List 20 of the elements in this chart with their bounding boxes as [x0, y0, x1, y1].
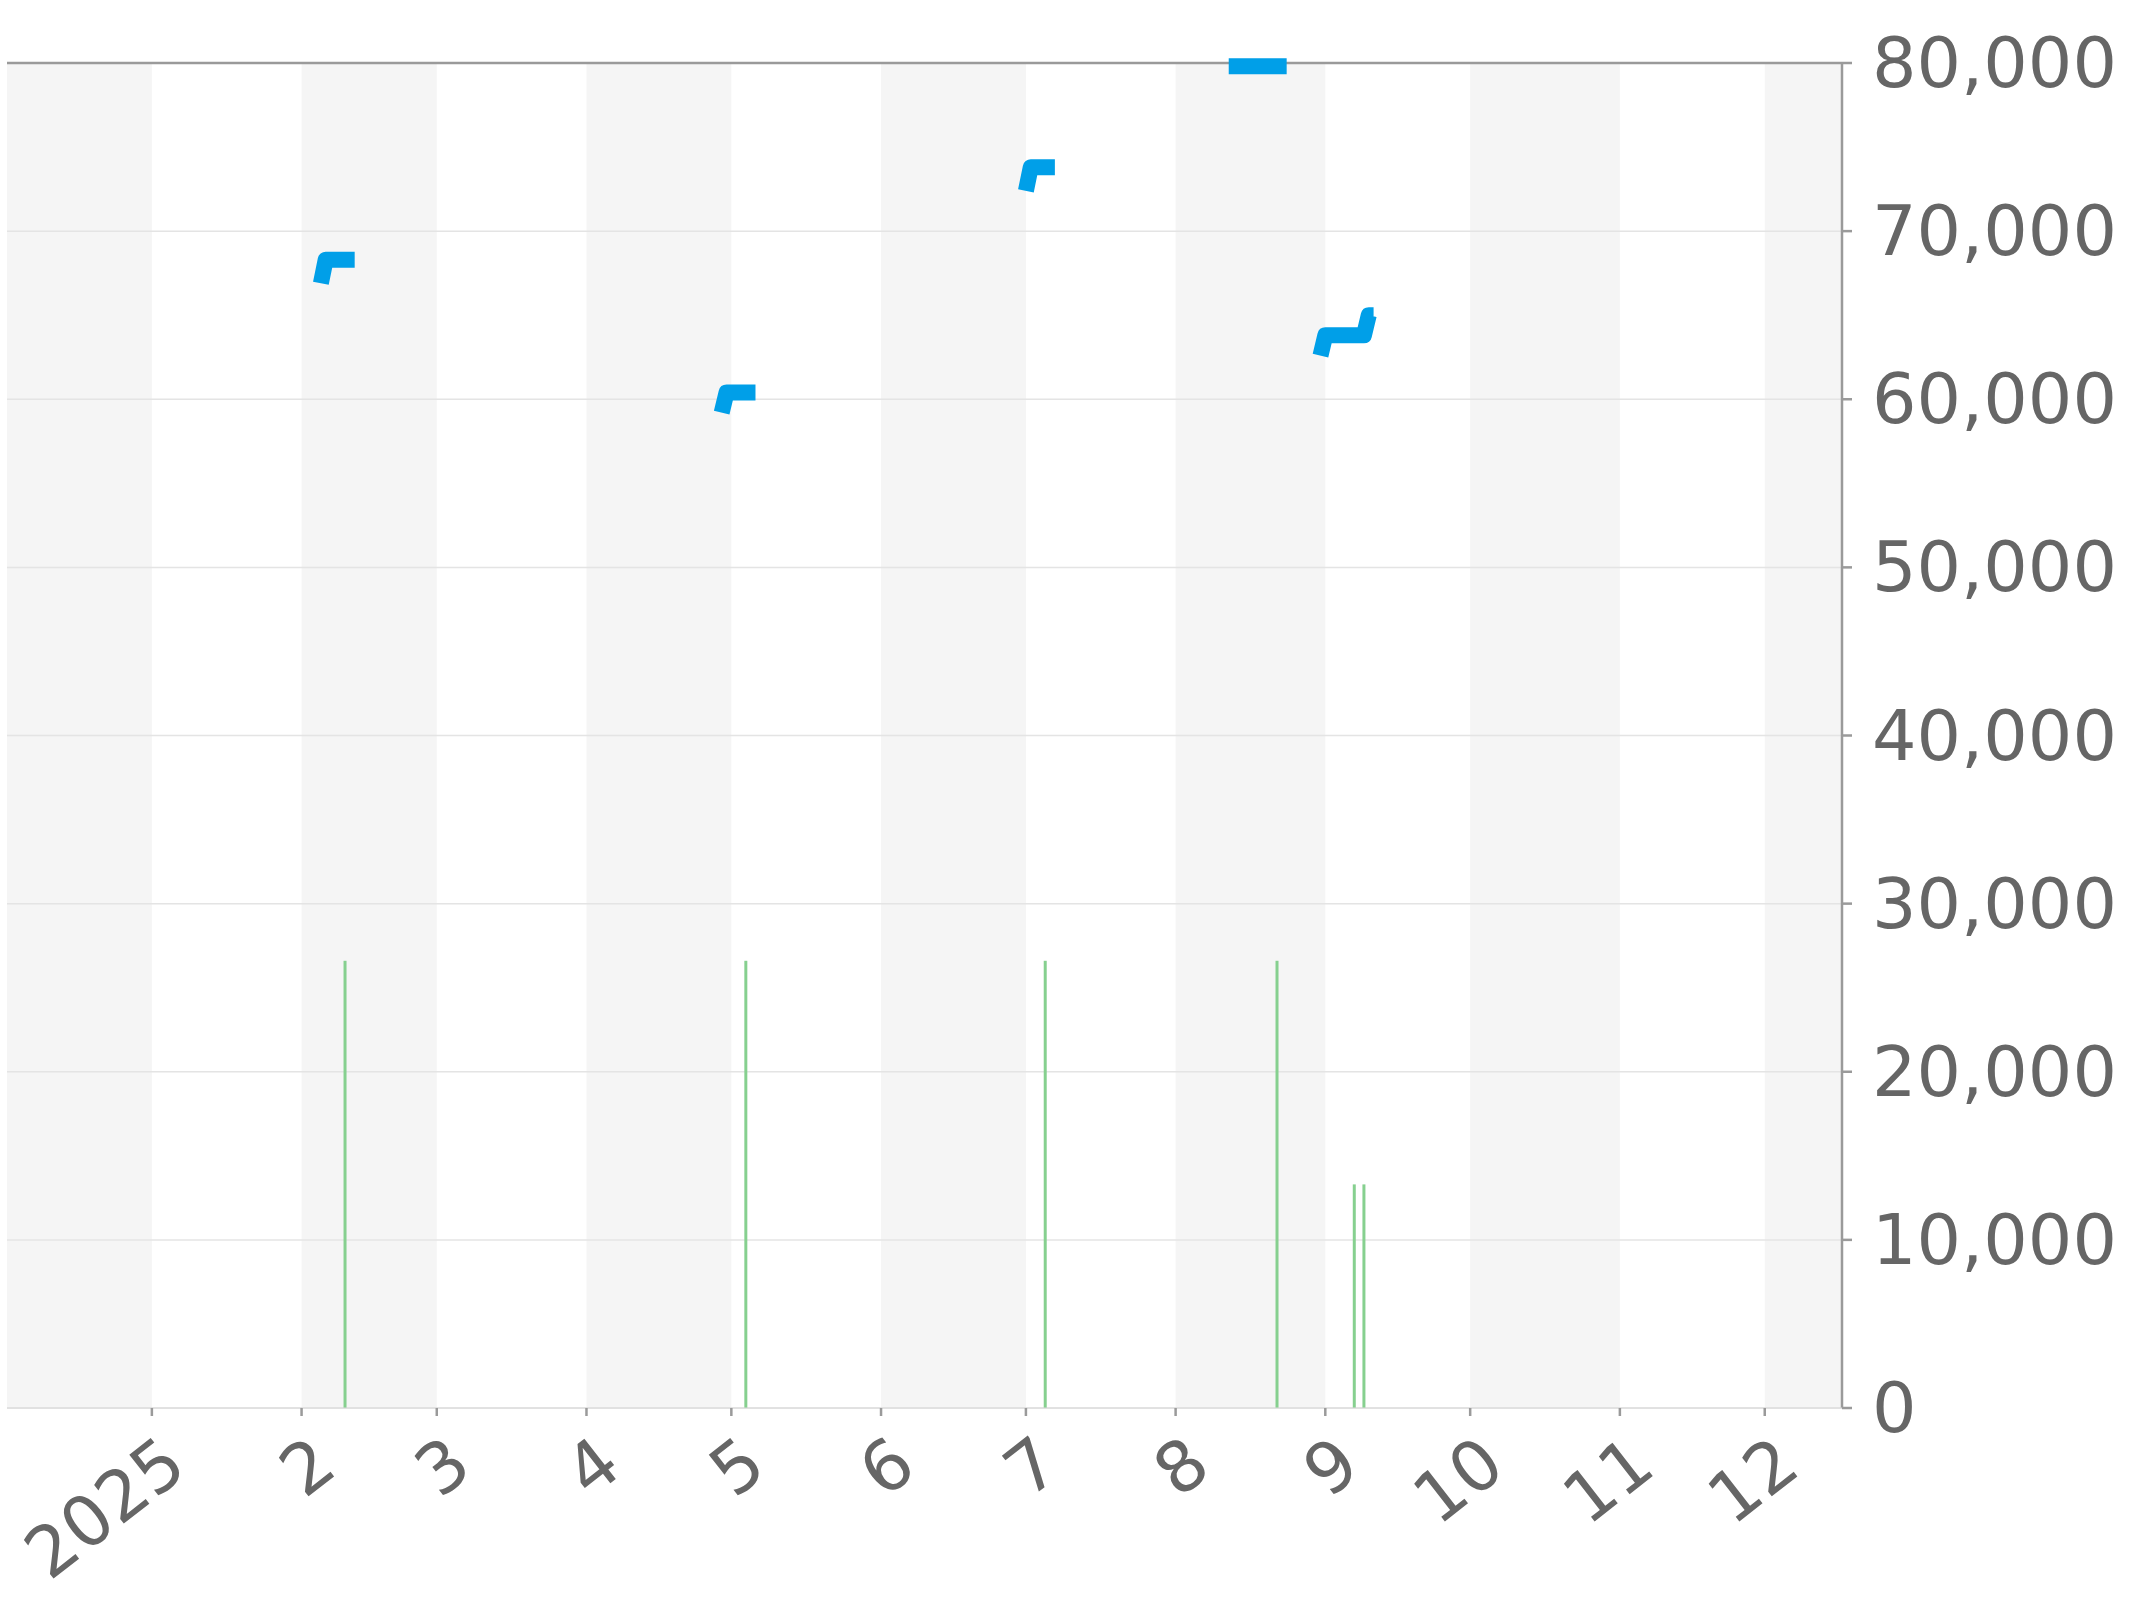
x-tick-label: 4: [549, 1420, 635, 1513]
y-tick-label: 10,000: [1872, 1198, 2117, 1281]
y-tick-label: 80,000: [1872, 22, 2117, 104]
y-tick-label: 30,000: [1872, 862, 2117, 945]
x-tick-label: 9: [1288, 1420, 1374, 1513]
y-tick-label: 60,000: [1872, 358, 2117, 441]
y-tick-label: 40,000: [1872, 694, 2117, 777]
x-tick-label: 8: [1138, 1420, 1225, 1513]
y-tick-label: 50,000: [1872, 526, 2117, 609]
x-tick-label: 2: [264, 1420, 351, 1513]
x-tick-label: 6: [843, 1420, 930, 1513]
y-tick-label: 20,000: [1872, 1030, 2117, 1113]
x-tick-label: 12: [1692, 1420, 1814, 1541]
x-tick-label: 7: [988, 1420, 1075, 1513]
x-tick-label: 3: [399, 1420, 486, 1513]
y-tick-label: 0: [1872, 1367, 1917, 1449]
x-tick-label: 11: [1547, 1420, 1669, 1541]
y-tick-label: 70,000: [1872, 190, 2117, 273]
x-tick-label: 5: [694, 1420, 780, 1513]
x-tick-label: 10: [1397, 1420, 1519, 1541]
